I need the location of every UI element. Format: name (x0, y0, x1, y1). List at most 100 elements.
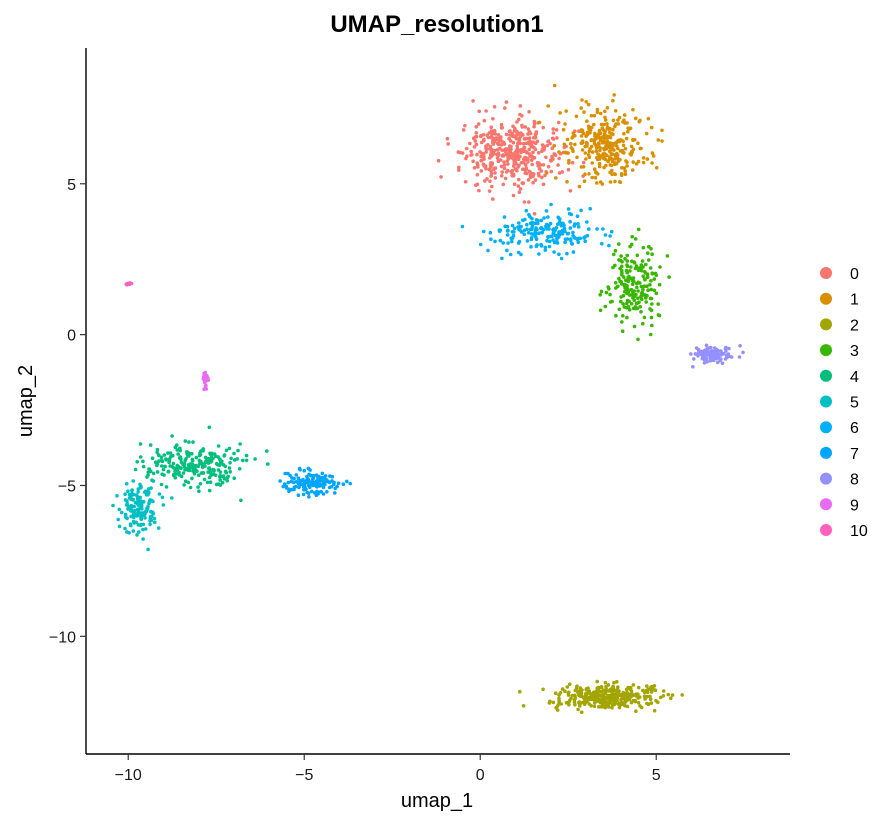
point-cluster-6 (522, 232, 526, 237)
point-cluster-4 (218, 457, 222, 462)
point-cluster-6 (534, 226, 538, 230)
point-cluster-0 (488, 163, 493, 167)
point-cluster-6 (608, 234, 612, 238)
point-cluster-9 (203, 380, 207, 385)
point-cluster-3 (649, 247, 653, 251)
point-cluster-2 (652, 708, 657, 713)
point-cluster-8 (720, 361, 725, 366)
point-cluster-2 (573, 696, 578, 701)
point-cluster-1 (580, 141, 585, 145)
point-cluster-8 (694, 346, 699, 350)
point-cluster-7 (345, 479, 349, 484)
point-cluster-7 (304, 487, 308, 492)
point-cluster-7 (286, 471, 290, 476)
point-cluster-6 (525, 222, 529, 227)
point-cluster-0 (520, 125, 525, 129)
point-cluster-0 (474, 183, 478, 187)
y-axis-title: umap_2 (15, 365, 37, 437)
point-cluster-4 (159, 482, 164, 487)
point-cluster-0 (530, 155, 535, 160)
point-cluster-7 (306, 466, 311, 471)
point-cluster-1 (602, 165, 606, 170)
point-cluster-4 (157, 453, 161, 458)
point-cluster-4 (162, 453, 167, 457)
point-cluster-0 (511, 124, 515, 129)
point-cluster-0 (546, 139, 550, 144)
point-cluster-1 (660, 128, 664, 133)
point-cluster-6 (524, 208, 529, 213)
point-cluster-1 (577, 184, 582, 189)
point-cluster-3 (636, 280, 641, 285)
point-cluster-1 (614, 122, 618, 126)
point-cluster-2 (606, 689, 610, 693)
legend-label-10: 10 (850, 523, 868, 540)
point-cluster-4 (179, 474, 184, 479)
point-cluster-0 (527, 147, 531, 152)
point-cluster-5 (129, 509, 133, 513)
point-cluster-6 (557, 217, 562, 222)
point-cluster-3 (625, 315, 629, 320)
point-cluster-6 (585, 233, 590, 238)
point-cluster-3 (642, 315, 647, 320)
point-cluster-4 (236, 448, 240, 453)
point-cluster-1 (594, 170, 598, 174)
point-cluster-0 (513, 134, 518, 138)
point-cluster-2 (617, 701, 622, 705)
point-cluster-0 (545, 143, 550, 148)
point-cluster-4 (212, 468, 216, 472)
point-cluster-8 (692, 357, 696, 361)
point-cluster-3 (645, 284, 649, 289)
point-cluster-2 (548, 699, 552, 704)
point-cluster-6 (571, 233, 575, 238)
point-cluster-2 (613, 701, 618, 705)
point-cluster-1 (612, 93, 616, 97)
point-cluster-1 (625, 164, 629, 168)
point-cluster-4 (172, 472, 176, 477)
point-cluster-5 (129, 514, 133, 519)
point-cluster-6 (537, 231, 541, 235)
point-cluster-0 (479, 134, 483, 139)
point-cluster-1 (593, 175, 598, 180)
point-cluster-0 (478, 150, 482, 154)
point-cluster-6 (460, 224, 465, 229)
point-cluster-8 (707, 346, 712, 350)
point-cluster-8 (702, 357, 707, 362)
point-cluster-3 (634, 292, 638, 297)
point-cluster-6 (548, 234, 553, 239)
point-cluster-6 (553, 228, 557, 233)
point-cluster-1 (598, 148, 602, 153)
point-cluster-4 (179, 466, 183, 471)
point-cluster-5 (141, 537, 145, 541)
point-cluster-4 (223, 469, 228, 474)
point-cluster-1 (660, 139, 664, 143)
point-cluster-0 (541, 182, 546, 187)
point-cluster-3 (621, 275, 626, 279)
point-cluster-2 (560, 687, 565, 691)
point-cluster-2 (637, 695, 642, 699)
point-cluster-0 (474, 131, 479, 135)
point-cluster-6 (600, 241, 604, 246)
point-cluster-8 (691, 365, 695, 369)
point-cluster-4 (148, 443, 153, 447)
point-cluster-2 (645, 684, 649, 688)
point-cluster-5 (136, 501, 141, 506)
point-cluster-4 (199, 471, 204, 475)
point-cluster-6 (576, 240, 580, 245)
point-cluster-6 (526, 230, 531, 235)
point-cluster-2 (592, 704, 597, 709)
point-cluster-6 (539, 226, 543, 230)
point-cluster-0 (517, 177, 521, 182)
point-cluster-0 (492, 148, 496, 153)
point-cluster-1 (650, 161, 654, 165)
point-cluster-5 (115, 494, 119, 498)
point-cluster-3 (630, 278, 635, 283)
point-cluster-1 (596, 144, 600, 149)
point-cluster-0 (502, 163, 507, 167)
point-cluster-0 (461, 128, 466, 132)
point-cluster-2 (603, 680, 608, 685)
point-cluster-6 (552, 250, 556, 254)
point-cluster-2 (615, 690, 619, 695)
point-cluster-0 (544, 155, 548, 160)
point-cluster-7 (325, 490, 329, 494)
point-cluster-2 (582, 702, 587, 706)
